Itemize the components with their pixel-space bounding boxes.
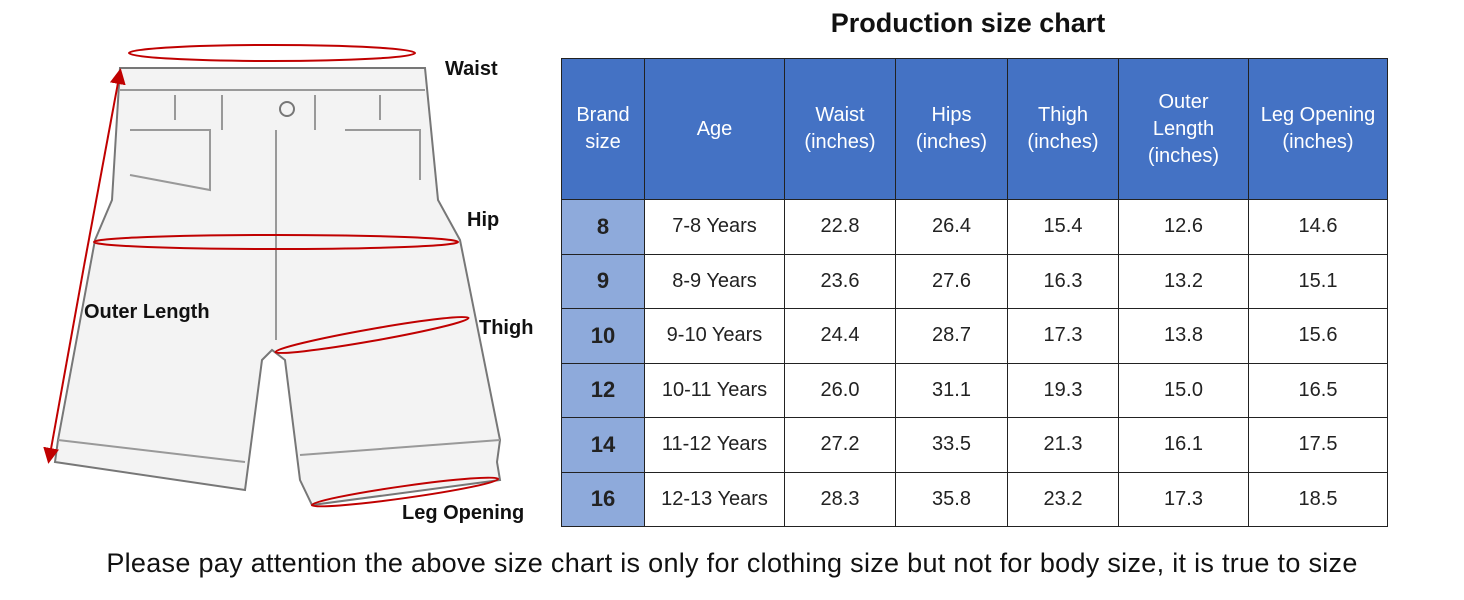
cell: 19.3 bbox=[1007, 362, 1119, 418]
cell: 17.3 bbox=[1118, 471, 1249, 527]
cell: 10-11 Years bbox=[644, 362, 785, 418]
cell: 26.0 bbox=[784, 362, 896, 418]
header-text: Length bbox=[1152, 117, 1215, 140]
header-text: Leg Opening bbox=[1260, 104, 1376, 126]
table-row: 10 9-10 Years 24.4 28.7 17.3 13.8 15.6 bbox=[561, 308, 1388, 364]
leg-opening-label: Leg Opening bbox=[402, 502, 524, 524]
waist-label: Waist bbox=[445, 58, 498, 80]
size-table: Brand size Age Waist (inches) Hips (inches) Thi… bbox=[561, 58, 1388, 527]
cell: 8-9 Years bbox=[644, 253, 785, 309]
cell: 17.5 bbox=[1248, 417, 1388, 473]
header-cell: Thigh (inches) bbox=[1007, 58, 1119, 200]
outer-length-label: Outer Length bbox=[84, 301, 210, 323]
thigh-line bbox=[274, 315, 470, 355]
table-row: 9 8-9 Years 23.6 27.6 16.3 13.2 15.1 bbox=[561, 253, 1388, 309]
size-cell: 10 bbox=[561, 308, 645, 364]
cell: 35.8 bbox=[895, 471, 1008, 527]
cell: 12.6 bbox=[1118, 199, 1249, 255]
cell: 24.4 bbox=[784, 308, 896, 364]
header-text: (inches) bbox=[1282, 131, 1354, 153]
header-cell: Leg Opening (inches) bbox=[1248, 58, 1388, 200]
cell: 15.1 bbox=[1248, 253, 1388, 309]
cell: 23.2 bbox=[1007, 471, 1119, 527]
header-text: Age bbox=[696, 117, 733, 140]
cell: 15.0 bbox=[1118, 362, 1249, 418]
header-cell: Outer Length (inches) bbox=[1118, 58, 1249, 200]
leg-opening-line bbox=[310, 476, 500, 508]
table-row: 14 11-12 Years 27.2 33.5 21.3 16.1 17.5 bbox=[561, 417, 1388, 473]
header-text: (inches) bbox=[1027, 131, 1099, 153]
length-arrow bbox=[43, 265, 85, 464]
cell: 33.5 bbox=[895, 417, 1008, 473]
hip-label: Hip bbox=[467, 209, 499, 231]
hip-line bbox=[93, 234, 459, 250]
table-title: Production size chart bbox=[830, 8, 1106, 38]
size-cell: 12 bbox=[561, 362, 645, 418]
header-cell: Hips (inches) bbox=[895, 58, 1008, 200]
table-row: 16 12-13 Years 28.3 35.8 23.2 17.3 18.5 bbox=[561, 471, 1388, 527]
shorts-figure: Waist Hip Outer Length Thigh Leg Opening bbox=[43, 44, 533, 524]
size-cell: 14 bbox=[561, 417, 645, 473]
cell: 26.4 bbox=[895, 199, 1008, 255]
header-text: (inches) bbox=[804, 131, 876, 153]
cell: 27.2 bbox=[784, 417, 896, 473]
header-cell: Age bbox=[644, 58, 785, 200]
thigh-label: Thigh bbox=[479, 317, 533, 339]
cell: 11-12 Years bbox=[644, 417, 785, 473]
cell: 23.6 bbox=[784, 253, 896, 309]
cell: 16.5 bbox=[1248, 362, 1388, 418]
cell: 14.6 bbox=[1248, 199, 1388, 255]
cell: 7-8 Years bbox=[644, 199, 785, 255]
cell: 28.3 bbox=[784, 471, 896, 527]
header-text: Brand bbox=[576, 104, 630, 126]
header-text: (inches) bbox=[915, 131, 988, 153]
footer-note: Please pay attention the above size char… bbox=[106, 548, 1358, 578]
shorts-outline bbox=[53, 67, 502, 507]
waist-line bbox=[128, 44, 416, 62]
header-text: Outer bbox=[1158, 90, 1209, 113]
cell: 31.1 bbox=[895, 362, 1008, 418]
length-arrow bbox=[83, 68, 126, 267]
cell: 27.6 bbox=[895, 253, 1008, 309]
cell: 12-13 Years bbox=[644, 471, 785, 527]
header-text: Hips bbox=[931, 104, 972, 126]
cell: 15.4 bbox=[1007, 199, 1119, 255]
size-cell: 9 bbox=[561, 253, 645, 309]
cell: 15.6 bbox=[1248, 308, 1388, 364]
header-cell: Waist (inches) bbox=[784, 58, 896, 200]
header-text: (inches) bbox=[1147, 144, 1220, 167]
button bbox=[279, 101, 295, 117]
header-text: Thigh bbox=[1037, 104, 1089, 126]
header-cell: Brand size bbox=[561, 58, 645, 200]
size-cell: 16 bbox=[561, 471, 645, 527]
cell: 22.8 bbox=[784, 199, 896, 255]
cell: 28.7 bbox=[895, 308, 1008, 364]
cell: 18.5 bbox=[1248, 471, 1388, 527]
cell: 13.2 bbox=[1118, 253, 1249, 309]
cell: 16.3 bbox=[1007, 253, 1119, 309]
table-row: 12 10-11 Years 26.0 31.1 19.3 15.0 16.5 bbox=[561, 362, 1388, 418]
cell: 21.3 bbox=[1007, 417, 1119, 473]
table-row: 8 7-8 Years 22.8 26.4 15.4 12.6 14.6 bbox=[561, 199, 1388, 255]
cell: 13.8 bbox=[1118, 308, 1249, 364]
size-cell: 8 bbox=[561, 199, 645, 255]
cell: 17.3 bbox=[1007, 308, 1119, 364]
header-text: size bbox=[585, 131, 621, 153]
header-text: Waist bbox=[815, 104, 865, 126]
cell: 9-10 Years bbox=[644, 308, 785, 364]
cell: 16.1 bbox=[1118, 417, 1249, 473]
